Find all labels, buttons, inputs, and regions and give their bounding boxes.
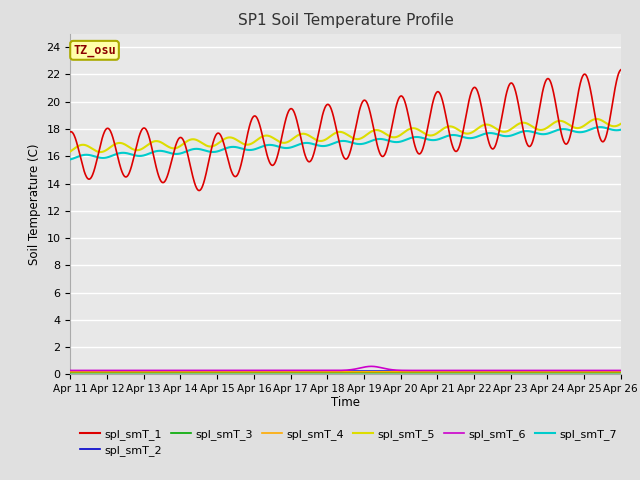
X-axis label: Time: Time	[331, 396, 360, 408]
Y-axis label: Soil Temperature (C): Soil Temperature (C)	[28, 143, 41, 265]
Legend: spl_smT_1, spl_smT_2, spl_smT_3, spl_smT_4, spl_smT_5, spl_smT_6, spl_smT_7: spl_smT_1, spl_smT_2, spl_smT_3, spl_smT…	[76, 424, 621, 460]
Text: TZ_osu: TZ_osu	[73, 44, 116, 57]
Title: SP1 Soil Temperature Profile: SP1 Soil Temperature Profile	[237, 13, 454, 28]
